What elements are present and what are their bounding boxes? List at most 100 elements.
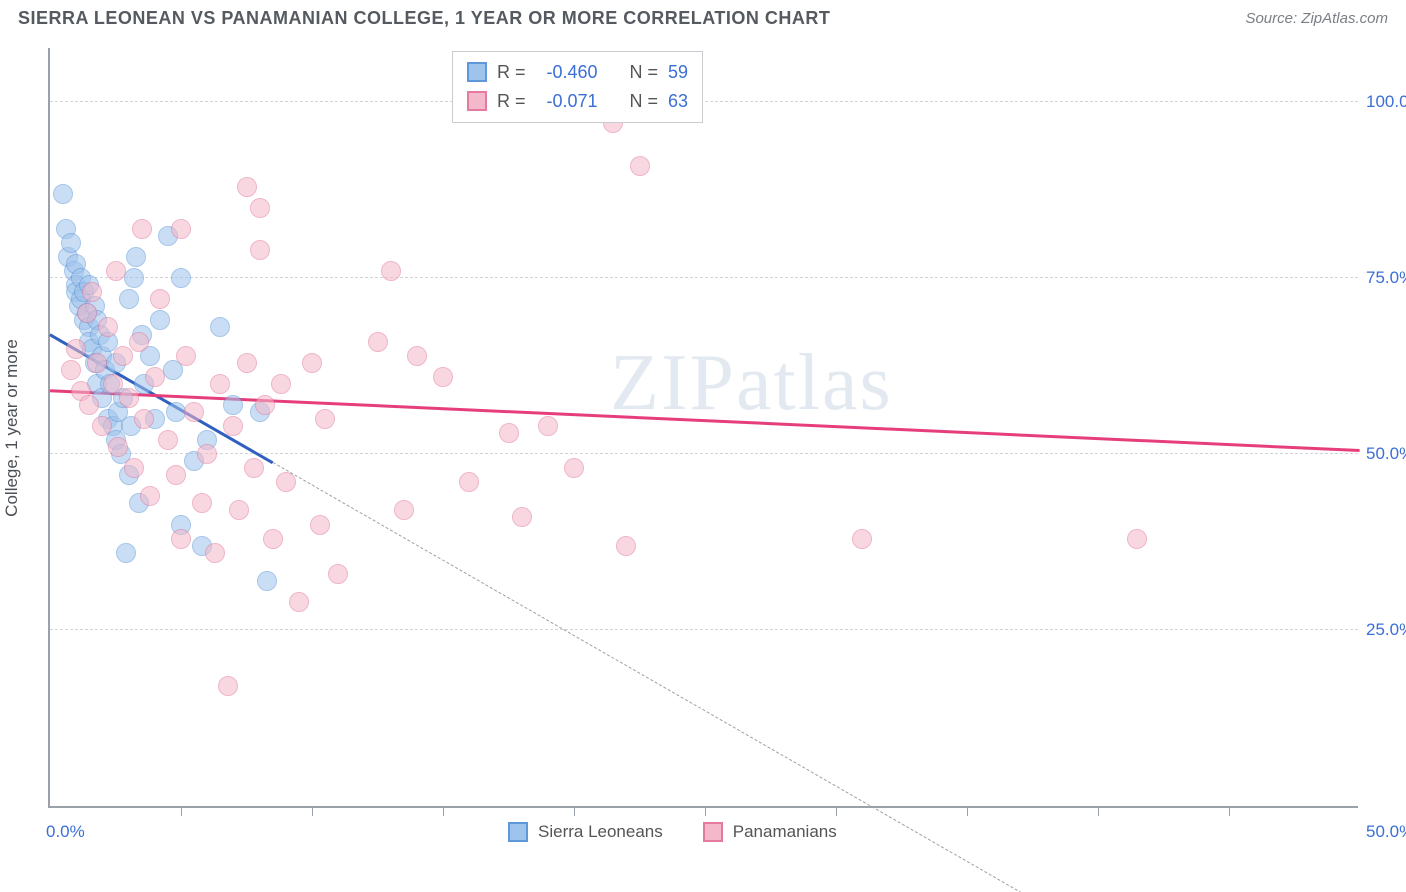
x-tick <box>836 808 837 816</box>
gridline <box>50 101 1358 102</box>
data-point <box>150 310 170 330</box>
data-point <box>229 500 249 520</box>
legend-swatch <box>703 822 723 842</box>
legend-item: Sierra Leoneans <box>508 822 663 842</box>
data-point <box>205 543 225 563</box>
data-point <box>237 353 257 373</box>
r-label: R = <box>497 87 526 116</box>
data-point <box>250 240 270 260</box>
source-attribution: Source: ZipAtlas.com <box>1245 10 1388 27</box>
data-point <box>171 268 191 288</box>
data-point <box>140 486 160 506</box>
data-point <box>302 353 322 373</box>
data-point <box>145 367 165 387</box>
plot-area: ZIPatlas 25.0%50.0%75.0%100.0% <box>48 48 1358 808</box>
data-point <box>192 493 212 513</box>
data-point <box>368 332 388 352</box>
data-point <box>171 219 191 239</box>
y-tick-label: 25.0% <box>1358 620 1406 640</box>
series-legend: Sierra Leoneans Panamanians <box>508 822 837 842</box>
data-point <box>223 395 243 415</box>
data-point <box>210 317 230 337</box>
data-point <box>616 536 636 556</box>
data-point <box>166 465 186 485</box>
legend-swatch <box>508 822 528 842</box>
data-point <box>263 529 283 549</box>
data-point <box>77 303 97 323</box>
data-point <box>394 500 414 520</box>
data-point <box>124 458 144 478</box>
x-tick <box>574 808 575 816</box>
r-label: R = <box>497 58 526 87</box>
data-point <box>244 458 264 478</box>
data-point <box>276 472 296 492</box>
data-point <box>79 395 99 415</box>
data-point <box>119 289 139 309</box>
data-point <box>132 219 152 239</box>
x-tick <box>1229 808 1230 816</box>
data-point <box>250 198 270 218</box>
legend-row: R =-0.071N =63 <box>467 87 688 116</box>
data-point <box>218 676 238 696</box>
data-point <box>271 374 291 394</box>
data-point <box>166 402 186 422</box>
data-point <box>630 156 650 176</box>
legend-row: R = -0.460 N = 59 <box>467 58 688 87</box>
data-point <box>61 360 81 380</box>
data-point <box>82 282 102 302</box>
n-value: 59 <box>668 58 688 87</box>
y-tick-label: 75.0% <box>1358 268 1406 288</box>
data-point <box>66 339 86 359</box>
data-point <box>87 353 107 373</box>
legend-item: Panamanians <box>703 822 837 842</box>
data-point <box>433 367 453 387</box>
data-point <box>134 409 154 429</box>
data-point <box>459 472 479 492</box>
x-tick <box>443 808 444 816</box>
data-point <box>315 409 335 429</box>
stats-legend: R = -0.460 N = 59R = -0.071 N = 63 <box>452 51 703 123</box>
chart-title: SIERRA LEONEAN VS PANAMANIAN COLLEGE, 1 … <box>18 8 830 29</box>
data-point <box>184 402 204 422</box>
data-point <box>328 564 348 584</box>
data-point <box>124 268 144 288</box>
data-point <box>53 184 73 204</box>
chart-area: ZIPatlas 25.0%50.0%75.0%100.0% College, … <box>48 48 1358 808</box>
data-point <box>407 346 427 366</box>
gridline <box>50 629 1358 630</box>
title-bar: SIERRA LEONEAN VS PANAMANIAN COLLEGE, 1 … <box>0 0 1406 33</box>
data-point <box>108 437 128 457</box>
legend-swatch <box>467 91 487 111</box>
data-point <box>499 423 519 443</box>
x-tick <box>181 808 182 816</box>
y-tick-label: 50.0% <box>1358 444 1406 464</box>
watermark: ZIPatlas <box>610 338 893 429</box>
data-point <box>197 444 217 464</box>
data-point <box>289 592 309 612</box>
data-point <box>223 416 243 436</box>
y-axis-label: College, 1 year or more <box>2 339 22 517</box>
data-point <box>255 395 275 415</box>
n-value: 63 <box>668 87 688 116</box>
data-point <box>512 507 532 527</box>
data-point <box>92 416 112 436</box>
chart-container: SIERRA LEONEAN VS PANAMANIAN COLLEGE, 1 … <box>0 0 1406 892</box>
n-label: N = <box>630 58 659 87</box>
data-point <box>852 529 872 549</box>
data-point <box>119 388 139 408</box>
legend-swatch <box>467 62 487 82</box>
r-value: -0.460 <box>536 58 598 87</box>
r-value: -0.071 <box>536 87 598 116</box>
data-point <box>381 261 401 281</box>
data-point <box>126 247 146 267</box>
data-point <box>158 430 178 450</box>
x-tick <box>312 808 313 816</box>
data-point <box>116 543 136 563</box>
data-point <box>176 346 196 366</box>
trend-line <box>50 390 1360 452</box>
x-axis-max-label: 50.0% <box>1358 822 1406 842</box>
legend-label: Panamanians <box>733 822 837 842</box>
data-point <box>257 571 277 591</box>
gridline <box>50 453 1358 454</box>
x-tick <box>1098 808 1099 816</box>
